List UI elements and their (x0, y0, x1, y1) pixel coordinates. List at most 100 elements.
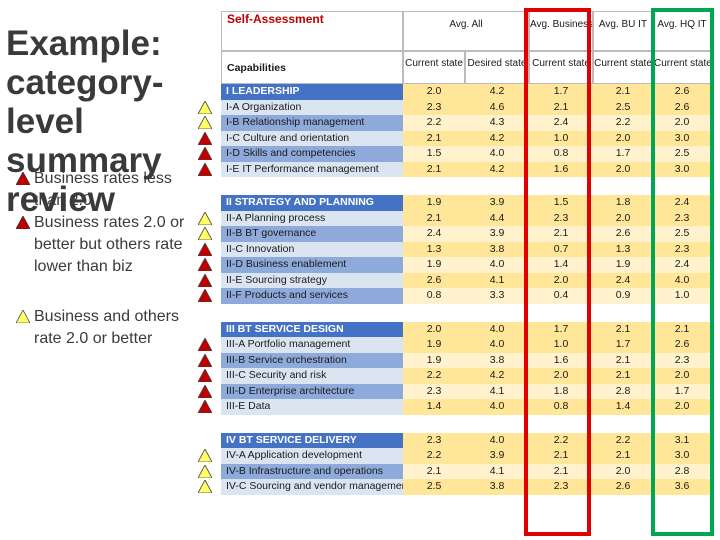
capability-value: 4.3 (465, 115, 529, 131)
capability-row-label: I-E IT Performance management (221, 162, 403, 178)
capability-row-label: I-B Relationship management (221, 115, 403, 131)
section-value: 1.9 (403, 195, 465, 211)
capability-value: 1.9 (403, 257, 465, 273)
capability-value: 2.0 (593, 162, 653, 178)
capability-value: 2.5 (593, 100, 653, 116)
capability-row-label: II-A Planning process (221, 211, 403, 227)
red-triangle-icon (16, 172, 30, 185)
capability-value: 2.3 (403, 100, 465, 116)
section-value: 3.9 (465, 195, 529, 211)
capability-value: 4.2 (465, 131, 529, 147)
capability-value: 2.1 (593, 353, 653, 369)
capability-row-label: II-B BT governance (221, 226, 403, 242)
capability-value: 1.9 (403, 337, 465, 353)
capability-value: 1.3 (403, 242, 465, 258)
red-triangle-icon (198, 385, 212, 398)
capability-value: 4.6 (465, 100, 529, 116)
yellow-triangle-icon (16, 310, 30, 323)
capability-value: 0.8 (403, 288, 465, 304)
section-value: 2.1 (593, 84, 653, 100)
section-value: 2.3 (403, 433, 465, 449)
capability-row-label: III-D Enterprise architecture (221, 384, 403, 400)
capability-value: 3.8 (465, 242, 529, 258)
capability-row-label: I-A Organization (221, 100, 403, 116)
section-value: 4.0 (465, 322, 529, 338)
capability-row-label: II-E Sourcing strategy (221, 273, 403, 289)
section-header: II STRATEGY AND PLANNING (221, 195, 403, 211)
red-triangle-icon (198, 338, 212, 351)
capability-value: 3.9 (465, 226, 529, 242)
capability-value: 2.1 (593, 368, 653, 384)
business-highlight-box (524, 8, 591, 536)
legend-text: Business rates less than 2.0 (18, 168, 190, 212)
section-value: 4.2 (465, 84, 529, 100)
capability-value: 2.0 (593, 211, 653, 227)
capability-value: 2.2 (403, 115, 465, 131)
capability-value: 2.1 (403, 162, 465, 178)
legend-text: Business and others rate 2.0 or better (18, 306, 190, 350)
group-header: Avg. All (403, 11, 529, 51)
red-triangle-icon (198, 274, 212, 287)
yellow-triangle-icon (198, 101, 212, 114)
red-triangle-icon (198, 354, 212, 367)
red-triangle-icon (16, 216, 30, 229)
capability-value: 3.8 (465, 479, 529, 495)
capability-row-label: I-C Culture and orientation (221, 131, 403, 147)
capability-value: 2.1 (403, 131, 465, 147)
capability-value: 4.1 (465, 464, 529, 480)
section-header: IV BT SERVICE DELIVERY (221, 433, 403, 449)
section-value: 2.0 (403, 322, 465, 338)
yellow-triangle-icon (198, 212, 212, 225)
legend-text: Business rates 2.0 or better but others … (18, 212, 190, 278)
capability-row-label: III-E Data (221, 399, 403, 415)
hq-it-highlight-box (651, 8, 714, 536)
capability-value: 4.0 (465, 146, 529, 162)
yellow-triangle-icon (198, 465, 212, 478)
capability-value: 2.4 (593, 273, 653, 289)
capability-row-label: I-D Skills and competencies (221, 146, 403, 162)
section-value: 2.2 (593, 433, 653, 449)
capability-value: 0.9 (593, 288, 653, 304)
capability-row-label: IV-B Infrastructure and operations (221, 464, 403, 480)
capability-value: 2.6 (403, 273, 465, 289)
section-value: 4.0 (465, 433, 529, 449)
capability-row-label: II-D Business enablement (221, 257, 403, 273)
column-header: Current state (593, 51, 653, 84)
red-triangle-icon (198, 289, 212, 302)
capability-value: 4.1 (465, 273, 529, 289)
red-triangle-icon (198, 258, 212, 271)
section-value: 2.1 (593, 322, 653, 338)
capability-value: 2.0 (593, 464, 653, 480)
capability-value: 4.2 (465, 368, 529, 384)
capability-value: 4.4 (465, 211, 529, 227)
capability-value: 1.9 (593, 257, 653, 273)
capability-value: 1.4 (593, 399, 653, 415)
yellow-triangle-icon (198, 449, 212, 462)
capability-row-label: III-B Service orchestration (221, 353, 403, 369)
legend-item-business-ok-others-lower: Business rates 2.0 or better but others … (18, 212, 190, 278)
capability-value: 3.3 (465, 288, 529, 304)
yellow-triangle-icon (198, 480, 212, 493)
capability-row-label: IV-C Sourcing and vendor management (221, 479, 403, 495)
capability-value: 1.7 (593, 337, 653, 353)
column-header: Desired state (465, 51, 529, 84)
self-assessment-table: Self-Assessment Avg. All Avg. Business Avg.… (221, 11, 711, 512)
section-header: I LEADERSHIP (221, 84, 403, 100)
group-header: Avg. BU IT (593, 11, 653, 51)
red-triangle-icon (198, 163, 212, 176)
red-triangle-icon (198, 400, 212, 413)
red-triangle-icon (198, 132, 212, 145)
section-header: III BT SERVICE DESIGN (221, 322, 403, 338)
red-triangle-icon (198, 147, 212, 160)
capability-row-label: II-C Innovation (221, 242, 403, 258)
red-triangle-icon (198, 243, 212, 256)
capability-row-label: II-F Products and services (221, 288, 403, 304)
capability-value: 2.2 (403, 368, 465, 384)
legend-item-all-ok: Business and others rate 2.0 or better (18, 306, 190, 350)
capability-value: 1.7 (593, 146, 653, 162)
capability-value: 4.0 (465, 337, 529, 353)
capability-row-label: IV-A Application development (221, 448, 403, 464)
capability-value: 2.1 (403, 464, 465, 480)
capability-value: 3.9 (465, 448, 529, 464)
capability-value: 4.2 (465, 162, 529, 178)
